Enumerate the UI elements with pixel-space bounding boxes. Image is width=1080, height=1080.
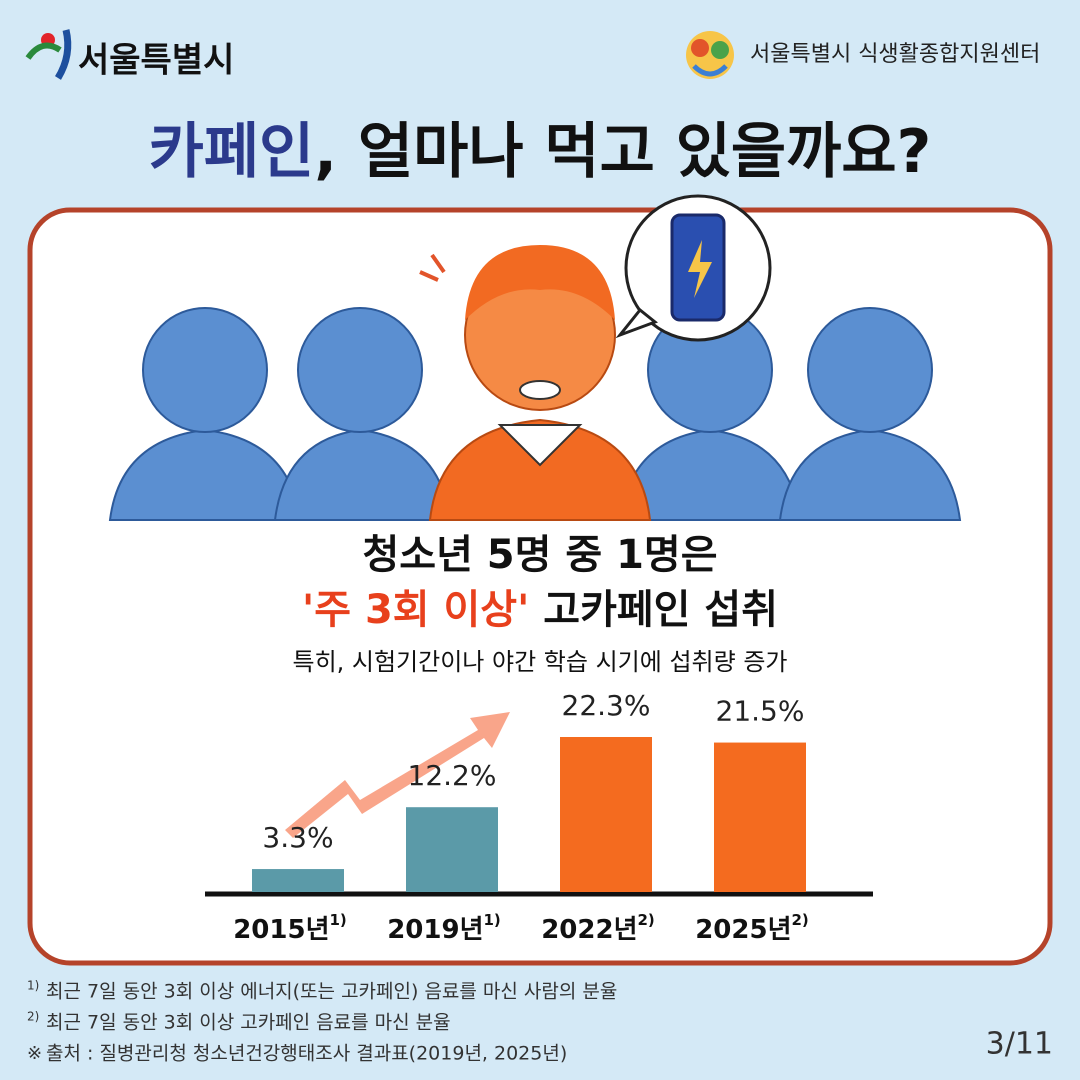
footnote-mark: 2)	[27, 1010, 39, 1024]
category: 2025년	[695, 915, 791, 945]
footnote-text: 출처 : 질병관리청 청소년건강행태조사 결과표(2019년, 2025년)	[46, 1043, 567, 1065]
bar	[252, 869, 344, 892]
category-note: 1)	[330, 911, 347, 929]
value-label: 3.3%	[262, 821, 333, 854]
category-label: 2019년1)	[387, 911, 501, 945]
trend-arrow	[285, 712, 510, 838]
value-label: 21.5%	[716, 695, 805, 728]
category-label: 2015년1)	[233, 911, 347, 945]
title-rest: , 얼마나 먹고 있을까요?	[314, 117, 931, 187]
footnote-mark: ※	[27, 1043, 42, 1064]
headline-highlight: '주 3회 이상'	[302, 587, 529, 633]
bar	[560, 737, 652, 892]
headline-rest: 고카페인 섭취	[529, 587, 778, 633]
category-note: 2)	[792, 911, 809, 929]
bar	[406, 807, 498, 892]
category: 2022년	[541, 915, 637, 945]
page-number: 3/11	[986, 1027, 1053, 1062]
footnote-text: 최근 7일 동안 3회 이상 고카페인 음료를 마신 분율	[46, 1012, 451, 1034]
seoul-logo	[25, 29, 72, 80]
logo-right: 서울특별시 식생활종합지원센터	[750, 42, 1040, 67]
category: 2015년	[233, 915, 329, 945]
headline-line1: 청소년 5명 중 1명은	[362, 532, 717, 578]
category-note: 2)	[638, 911, 655, 929]
bars: 3.3%2015년1)12.2%2019년1)22.3%2022년2)21.5%…	[233, 689, 809, 945]
footnote-text: 최근 7일 동안 3회 이상 에너지(또는 고카페인) 음료를 마신 사람의 분…	[46, 981, 617, 1003]
value-label: 12.2%	[408, 759, 497, 792]
value-label: 22.3%	[562, 689, 651, 722]
center-logo	[686, 31, 734, 79]
footnote-mark: 1)	[27, 979, 39, 993]
illustration	[108, 194, 962, 521]
footnotes: 1) 최근 7일 동안 3회 이상 에너지(또는 고카페인) 음료를 마신 사람의…	[27, 979, 617, 1065]
headline-subline: 특히, 시험기간이나 야간 학습 시기에 섭취량 증가	[292, 648, 787, 676]
logo-left: 서울특별시	[78, 41, 234, 81]
category-note: 1)	[484, 911, 501, 929]
category-label: 2022년2)	[541, 911, 655, 945]
bar	[714, 742, 806, 892]
headline-line2: '주 3회 이상' 고카페인 섭취	[302, 587, 778, 633]
category: 2019년	[387, 915, 483, 945]
title-highlight: 카페인	[149, 117, 315, 187]
category-label: 2025년2)	[695, 911, 809, 945]
title: 카페인, 얼마나 먹고 있을까요?	[149, 117, 932, 187]
